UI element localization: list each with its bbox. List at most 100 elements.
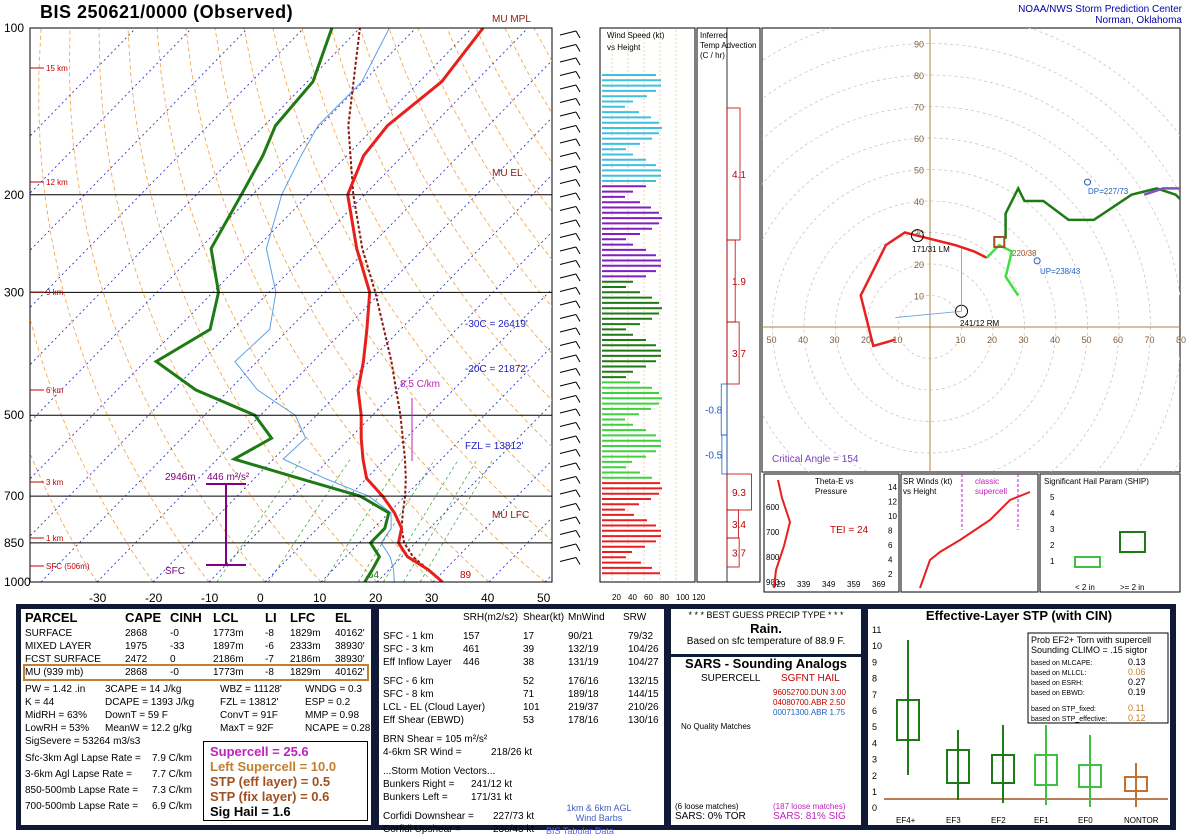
kin-row-cell: 130/16 (628, 714, 659, 727)
parcel-row-cell: 2868 (125, 627, 147, 640)
kin-row-cell: 101 (523, 701, 540, 714)
sars-hail-header: SGFNT HAIL (781, 672, 840, 685)
wind-barb (560, 274, 576, 278)
kin-row-cell: SFC - 8 km (383, 688, 434, 701)
stp-y-tick: 11 (872, 625, 881, 635)
wind-barb (560, 328, 576, 332)
sars-no-matches: No Quality Matches (681, 720, 751, 733)
wind-barb-flag (576, 369, 580, 376)
hodo-ring-label: 20 (914, 260, 924, 270)
wind-barb-flag (576, 85, 580, 92)
hodo-axis-label: 10 (956, 335, 966, 345)
hodo-lm-label: 171/31 LM (912, 245, 950, 254)
parcel-header-cell: LFC (290, 611, 315, 624)
kin-row-cell: 144/15 (628, 688, 659, 701)
hodo-axis-label: 40 (798, 335, 808, 345)
wind-barb (560, 247, 576, 251)
wind-barb-flag (576, 288, 580, 295)
parcel-row-cell: 1975 (125, 640, 147, 653)
index-row-cell: WNDG = 0.3 (305, 683, 362, 696)
lapse-row-cell: 850-500mb Lapse Rate = (25, 784, 138, 797)
lapse-row-cell: 6.9 C/km (152, 800, 192, 813)
sars-supercell-header: SUPERCELL (701, 672, 760, 685)
wind-barb-flag (576, 58, 580, 65)
parcel-header-cell: EL (335, 611, 352, 624)
parcel-row-cell: 40162' (335, 627, 365, 640)
kin-header-cell: SRW (623, 611, 646, 624)
wind-barb (560, 450, 576, 454)
kin-row-cell: 104/27 (628, 656, 659, 669)
wind-barb-flag (576, 31, 580, 38)
tadv-title-2: Temp Advection (700, 41, 756, 50)
wind-barb-flag (576, 396, 580, 403)
sr-wind-row: 4-6km SR Wind =218/26 kt (383, 746, 660, 759)
wind-barb (560, 355, 576, 359)
wind-barb-flag (576, 180, 580, 187)
kin-row-cell: 157 (463, 630, 480, 643)
parcel-row-cell: -8 (265, 666, 274, 679)
ship-frame (1040, 474, 1180, 592)
thetae-y-tick: 800 (766, 553, 780, 562)
stp-category: EF4+ (896, 816, 916, 825)
wind-speed-tick: 100 (676, 593, 690, 602)
parcel-row-cell: -6 (265, 640, 274, 653)
hodo-axis-label: 30 (830, 335, 840, 345)
srwind-title: SR Winds (kt) (903, 477, 953, 486)
ship-y-tick: 4 (1050, 509, 1055, 518)
thetae-x-tick: 359 (847, 580, 861, 589)
index-row-cell: ConvT = 91F (220, 709, 278, 722)
tadv-label: 4.1 (732, 170, 746, 181)
hodo-axis-label: 20 (861, 335, 871, 345)
wind-barb-flag (576, 504, 580, 511)
stp-title: Effective-Layer STP (with CIN) (868, 609, 1170, 622)
kin-row-cell: 90/21 (568, 630, 593, 643)
index-row-cell: LowRH = 53% (25, 722, 89, 735)
wind-barb (560, 220, 576, 224)
srwind-y-tick: 10 (888, 512, 897, 521)
height-tick-label: 6 km (46, 386, 64, 395)
parcel-header-cell: CAPE (125, 611, 161, 624)
wind-barb (560, 288, 576, 292)
wind-barb-flag (576, 261, 580, 268)
hodo-axis-label: 10 (893, 335, 903, 345)
thetae-x-tick: 369 (872, 580, 886, 589)
wind-barb-flag (576, 328, 580, 335)
height-tick-label: 9 km (46, 288, 64, 297)
parcel-row-cell: -0 (170, 627, 179, 640)
wind-barb-flag (576, 274, 580, 281)
thetae-x-tick: 349 (822, 580, 836, 589)
pressure-tick-label: 500 (4, 408, 24, 422)
srwind-y-tick: 12 (888, 498, 897, 507)
wind-barb-flag (576, 477, 580, 484)
wind-barb (560, 315, 576, 319)
tadv-label: -0.8 (705, 406, 723, 417)
thetae-title-2: Pressure (815, 487, 848, 496)
wind-barb-flag (576, 423, 580, 430)
wind-barb-flag (576, 99, 580, 106)
hodo-axis-label: 60 (1113, 335, 1123, 345)
stp-category: NONTOR (1124, 816, 1159, 825)
lapse-row-cell: 700-500mb Lapse Rate = (25, 800, 138, 813)
wind-barb-flag (576, 382, 580, 389)
lapse-row-cell: Sfc-3km Agl Lapse Rate = (25, 752, 141, 765)
thetae-y-tick: 600 (766, 503, 780, 512)
wind-barb (560, 531, 576, 535)
ship-x-label: < 2 in (1075, 583, 1095, 592)
wind-barb-flag (576, 220, 580, 227)
kin-row-cell: 17 (523, 630, 534, 643)
corfidi-down-row-cell: 227/73 kt (493, 810, 534, 823)
wind-barb (560, 504, 576, 508)
skewt-annotation-m30: -30C = 26419' (465, 319, 528, 330)
temp-tick-label: 0 (257, 591, 264, 604)
parcel-row-cell: 40162' (335, 666, 365, 679)
wind-barb-flag (576, 531, 580, 538)
index-row-cell: NCAPE = 0.28 (305, 722, 370, 735)
kin-row-cell: 178/16 (568, 714, 599, 727)
bunkers-right-row: Bunkers Right =241/12 kt (383, 778, 660, 791)
